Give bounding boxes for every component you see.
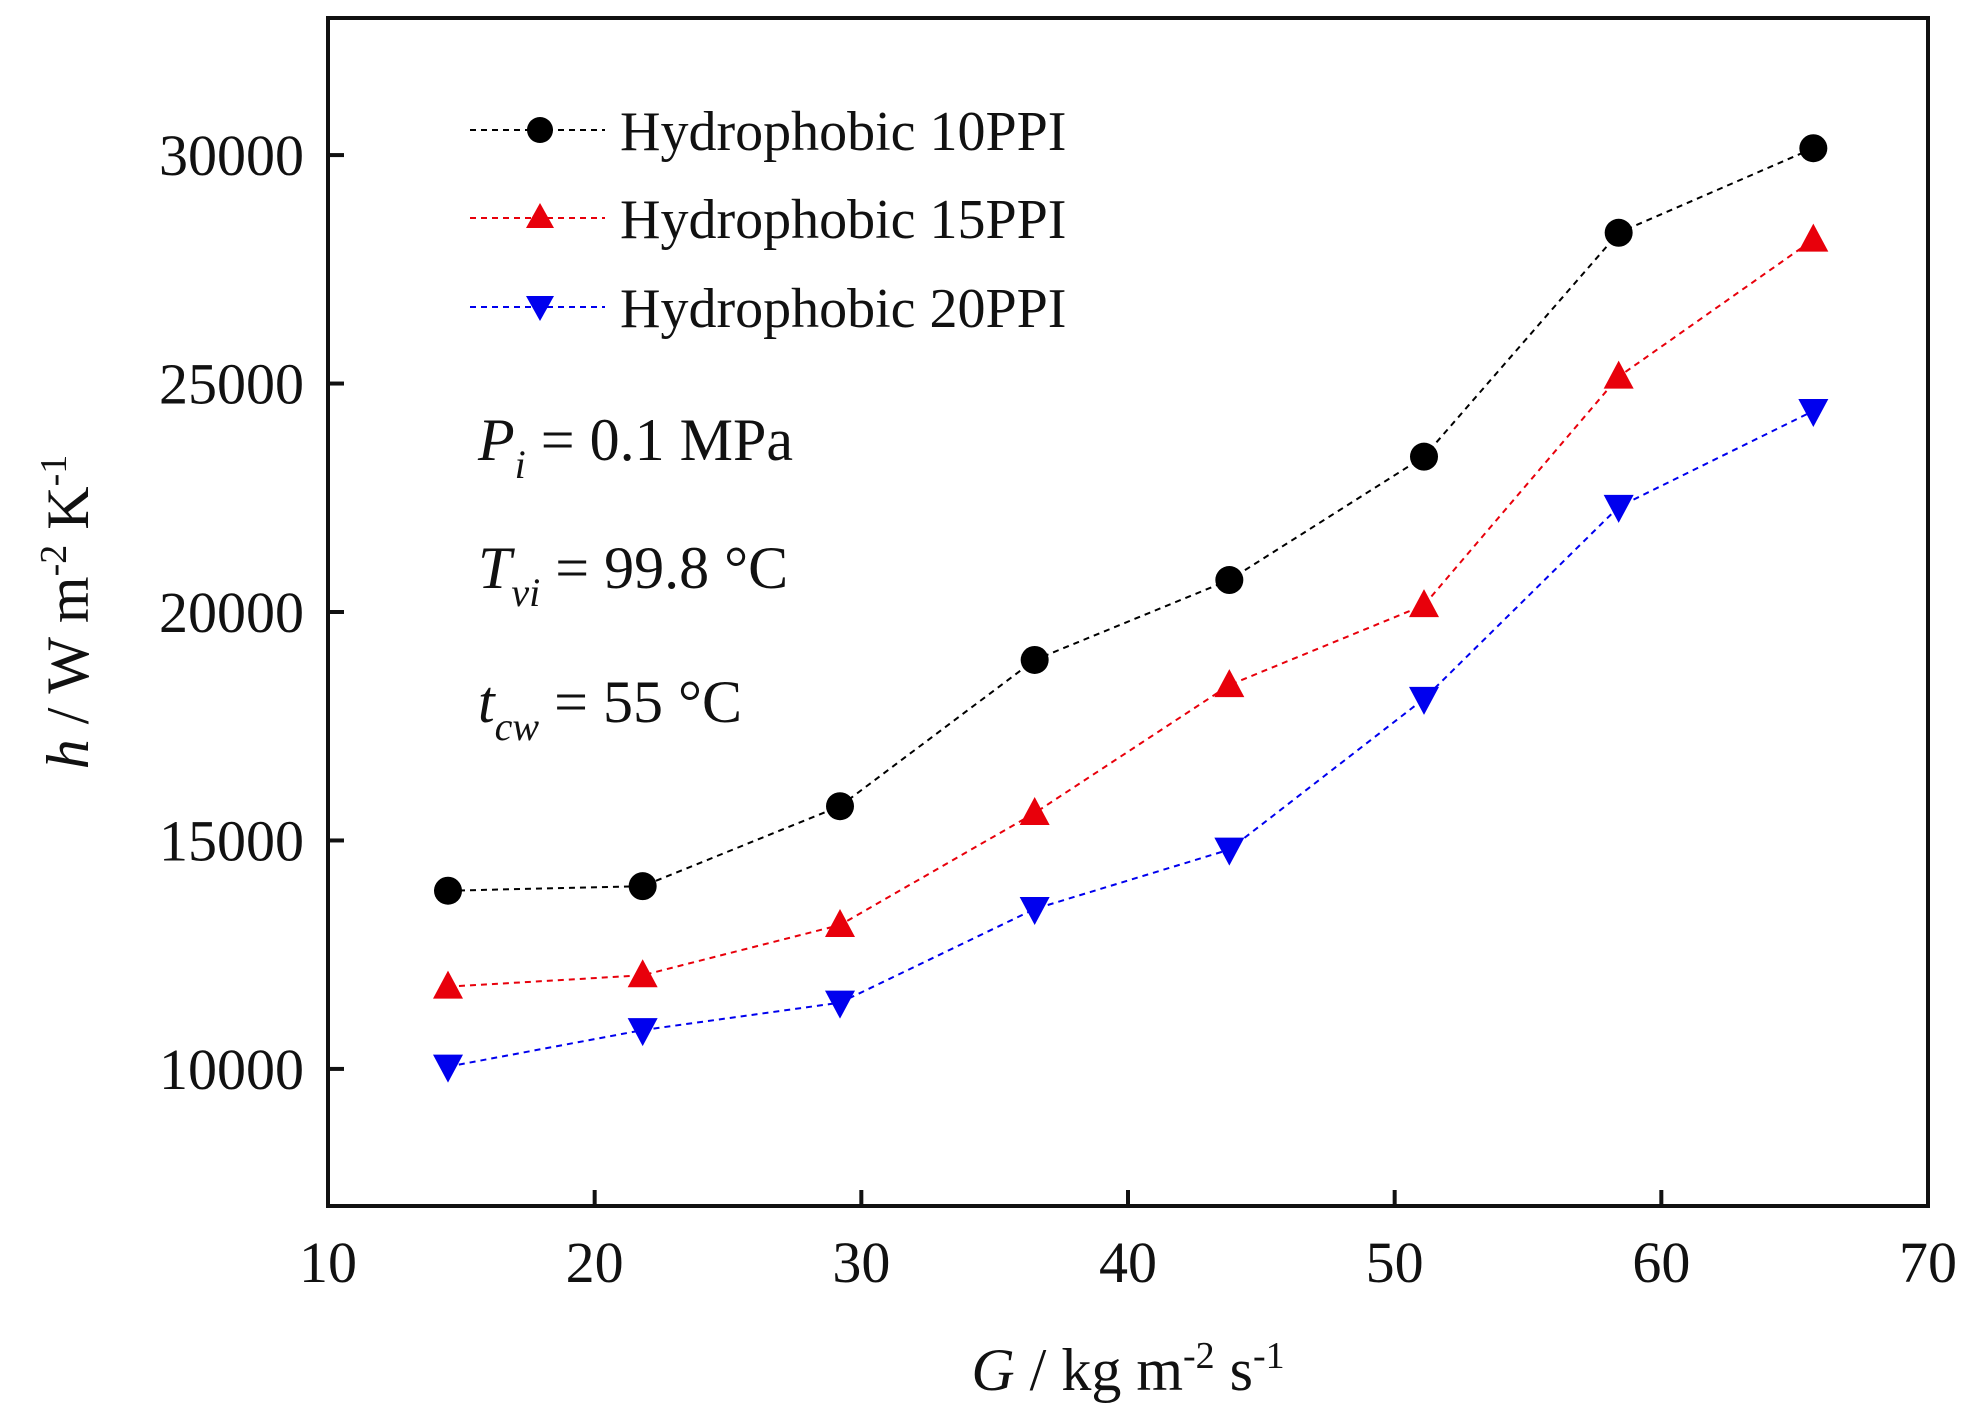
data-point <box>628 872 657 901</box>
y-axis-title-unit: / W m <box>35 576 101 739</box>
y-axis-title: h / W m-2 K-1 <box>33 455 101 769</box>
legend-marker-15ppi <box>526 203 554 228</box>
data-point <box>1215 566 1244 595</box>
legend-marker-10ppi <box>527 117 553 143</box>
annotation-coolant-temp-symbol: t <box>478 669 496 735</box>
annotation-vapor-temp-sub: vi <box>511 570 540 615</box>
series-2 <box>433 223 1829 999</box>
y-tick-label: 10000 <box>159 1037 304 1102</box>
data-point <box>1019 797 1050 826</box>
series-line <box>447 238 1814 988</box>
series-1 <box>434 134 1828 905</box>
series-layer <box>433 134 1829 1083</box>
data-point <box>1020 645 1049 674</box>
x-axis-title-exp2: -1 <box>1253 1335 1285 1377</box>
legend-entry-10ppi: Hydrophobic 10PPI <box>470 101 1066 163</box>
data-point <box>627 959 658 988</box>
data-point <box>1799 134 1828 163</box>
x-axis-title-symbol: G <box>971 1337 1014 1403</box>
legend-entry-20ppi: Hydrophobic 20PPI <box>470 278 1066 340</box>
data-point <box>1409 686 1439 715</box>
annotation-vapor-temp: Tvi = 99.8 °C <box>478 535 788 615</box>
x-axis-title-exp1: -2 <box>1183 1335 1215 1377</box>
data-point <box>434 876 462 905</box>
series-line <box>447 410 1814 1068</box>
series-line <box>447 147 1814 892</box>
x-axis-title: G / kg m-2 s-1 <box>971 1335 1284 1403</box>
legend-label-10ppi: Hydrophobic 10PPI <box>620 101 1066 163</box>
x-tick-label: 50 <box>1366 1230 1424 1295</box>
legend-label-15ppi: Hydrophobic 15PPI <box>620 189 1066 251</box>
data-point <box>1603 494 1634 523</box>
data-point <box>825 990 855 1019</box>
x-tick-label: 30 <box>832 1230 890 1295</box>
annotation-coolant-temp-sub: cw <box>495 704 540 749</box>
annotation-vapor-temp-value: = 99.8 °C <box>540 535 788 601</box>
data-point <box>1410 442 1438 471</box>
y-tick-label: 15000 <box>159 808 304 873</box>
data-point <box>1798 223 1829 252</box>
conditions-annotation: Pi = 0.1 MPa Tvi = 99.8 °C tcw = 55 °C <box>477 407 793 749</box>
annotation-coolant-temp-value: = 55 °C <box>539 669 742 735</box>
legend-marker-20ppi <box>526 296 554 321</box>
annotation-pressure-sub: i <box>515 442 526 487</box>
y-tick-label: 20000 <box>159 580 304 645</box>
data-point <box>1019 897 1050 925</box>
plot-frame <box>326 16 1930 1208</box>
x-tick-label: 70 <box>1899 1230 1957 1295</box>
data-point <box>826 792 854 821</box>
legend-entry-15ppi: Hydrophobic 15PPI <box>470 189 1066 251</box>
data-point <box>627 1018 658 1047</box>
x-axis-title-unit: / kg m <box>1015 1337 1183 1403</box>
x-tick-label: 60 <box>1632 1230 1690 1295</box>
legend: Hydrophobic 10PPI Hydrophobic 15PPI Hydr… <box>470 101 1066 340</box>
y-axis-title-symbol: h <box>35 739 101 769</box>
data-point <box>433 1054 463 1083</box>
data-point <box>1798 398 1829 427</box>
y-tick-label: 25000 <box>159 352 304 417</box>
x-tick-label: 10 <box>299 1230 357 1295</box>
annotation-pressure: Pi = 0.1 MPa <box>477 407 793 487</box>
axes-layer: 10 20 30 40 50 60 70 10000 15000 20000 25000 30000 <box>159 123 1957 1295</box>
annotation-vapor-temp-symbol: T <box>478 535 515 601</box>
y-tick-label: 30000 <box>159 123 304 188</box>
y-axis-title-exp1: -2 <box>33 545 75 577</box>
legend-label-20ppi: Hydrophobic 20PPI <box>620 278 1066 340</box>
x-tick-label: 40 <box>1099 1230 1157 1295</box>
y-axis-title-exp2: -1 <box>33 455 75 487</box>
data-point <box>1604 218 1633 247</box>
data-point <box>1603 360 1634 389</box>
annotation-pressure-value: = 0.1 MPa <box>526 407 793 473</box>
data-point <box>1214 837 1245 866</box>
annotation-coolant-temp: tcw = 55 °C <box>478 669 742 749</box>
data-point <box>1214 669 1245 698</box>
data-point <box>825 908 855 937</box>
y-axis-title-unit2: K <box>35 486 101 544</box>
x-tick-label: 20 <box>566 1230 624 1295</box>
annotation-pressure-symbol: P <box>477 407 515 473</box>
x-axis-title-unit2: s <box>1215 1337 1253 1403</box>
data-point <box>1409 589 1439 618</box>
series-3 <box>433 398 1829 1083</box>
data-point <box>433 970 463 999</box>
